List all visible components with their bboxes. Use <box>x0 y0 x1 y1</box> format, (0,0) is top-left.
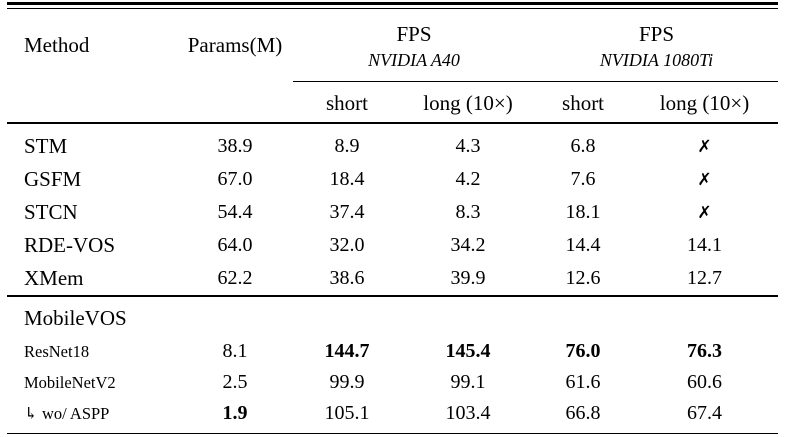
unsupported-cross-cell: ✗ <box>697 202 712 223</box>
group-header-row: Method Params(M) FPS NVIDIA A40 FPS NVID… <box>7 9 778 81</box>
table-top-rule <box>7 2 778 9</box>
fps-cell: 38.6 <box>329 267 365 289</box>
section-header-row: MobileVOS <box>7 295 779 336</box>
cmidrule-row <box>7 81 779 82</box>
table-row: STM 38.9 8.9 4.3 6.8 ✗ <box>7 123 778 163</box>
fps-cell: 6.8 <box>570 135 596 157</box>
table-row: ResNet18 8.1 144.7 145.4 76.0 76.3 <box>7 336 778 367</box>
params-cell: 8.1 <box>222 340 248 362</box>
table-row: GSFM 67.0 18.4 4.2 7.6 ✗ <box>7 163 778 196</box>
table-body: STM 38.9 8.9 4.3 6.8 ✗ GSFM 67.0 18.4 4.2 7.6 ✗ STCN… <box>7 123 779 433</box>
results-table-container: Method Params(M) FPS NVIDIA A40 FPS NVID… <box>7 2 779 437</box>
column-header-a40-long: long (10×) <box>401 81 536 124</box>
fps-cell: 76.3 <box>687 340 723 362</box>
method-cell: RDE-VOS <box>24 233 116 257</box>
fps-cell: 105.1 <box>324 402 370 424</box>
fps-cell: 14.4 <box>565 234 601 256</box>
table-row: ↳ wo/ ASPP 1.9 105.1 103.4 66.8 67.4 <box>7 398 778 433</box>
cmidrule <box>293 81 779 82</box>
fps-cell: 18.4 <box>329 168 365 190</box>
table-header: Method Params(M) FPS NVIDIA A40 FPS NVID… <box>7 9 779 124</box>
fps-cell: 4.2 <box>455 168 481 190</box>
fps-cell: 99.9 <box>329 371 365 393</box>
params-cell: 38.9 <box>217 135 253 157</box>
fps-cell: 39.9 <box>450 267 486 289</box>
method-cell: ↳ wo/ ASPP <box>24 403 110 423</box>
group-header-1080ti: FPS NVIDIA 1080Ti <box>535 9 778 81</box>
params-cell: 2.5 <box>222 371 248 393</box>
unsupported-cross-cell: ✗ <box>697 136 712 157</box>
table-row: RDE-VOS 64.0 32.0 34.2 14.4 14.1 <box>7 229 778 262</box>
method-cell: ResNet18 <box>24 341 90 361</box>
params-cell: 64.0 <box>217 234 253 256</box>
subheader-spacer <box>177 81 293 124</box>
group-device-1080ti: NVIDIA 1080Ti <box>599 50 714 70</box>
group-title-fps: FPS <box>638 22 675 46</box>
table-row: STCN 54.4 37.4 8.3 18.1 ✗ <box>7 196 778 229</box>
benchmark-table: Method Params(M) FPS NVIDIA A40 FPS NVID… <box>7 9 779 433</box>
params-cell: 54.4 <box>217 201 253 223</box>
fps-cell: 7.6 <box>570 168 596 190</box>
fps-cell: 8.9 <box>334 135 360 157</box>
fps-cell: 103.4 <box>445 402 491 424</box>
group-device-a40: NVIDIA A40 <box>368 50 460 70</box>
fps-cell: 144.7 <box>324 340 370 362</box>
fps-cell: 32.0 <box>329 234 365 256</box>
fps-cell: 18.1 <box>565 201 601 223</box>
column-header-a40-short: short <box>293 81 401 124</box>
column-header-1080ti-long: long (10×) <box>631 81 779 124</box>
fps-cell: 66.8 <box>565 402 601 424</box>
table-row: XMem 62.2 38.6 39.9 12.6 12.7 <box>7 262 778 296</box>
method-cell: MobileNetV2 <box>24 372 116 392</box>
fps-cell: 67.4 <box>687 402 723 424</box>
params-cell: 62.2 <box>217 267 253 289</box>
method-cell: XMem <box>24 266 84 290</box>
subheader-row: short long (10×) short long (10×) <box>7 81 779 124</box>
fps-cell: 34.2 <box>450 234 486 256</box>
params-cell: 1.9 <box>222 402 248 424</box>
column-header-params: Params(M) <box>187 32 283 57</box>
table-bottom-rule <box>7 433 778 437</box>
fps-cell: 8.3 <box>455 201 481 223</box>
fps-cell: 61.6 <box>565 371 601 393</box>
table-row: MobileNetV2 2.5 99.9 99.1 61.6 60.6 <box>7 367 778 398</box>
method-cell: GSFM <box>24 167 82 191</box>
fps-cell: 60.6 <box>687 371 723 393</box>
params-cell: 67.0 <box>217 168 253 190</box>
fps-cell: 76.0 <box>565 340 601 362</box>
method-cell: STCN <box>24 200 78 224</box>
fps-cell: 99.1 <box>450 371 486 393</box>
method-cell: STM <box>24 134 68 158</box>
fps-cell: 4.3 <box>455 135 481 157</box>
group-header-a40: FPS NVIDIA A40 <box>293 9 535 81</box>
unsupported-cross-cell: ✗ <box>697 169 712 190</box>
subheader-spacer <box>7 81 177 124</box>
fps-cell: 12.6 <box>565 267 601 289</box>
fps-cell: 12.7 <box>687 267 723 289</box>
column-header-1080ti-short: short <box>535 81 632 124</box>
column-header-method: Method <box>24 32 90 57</box>
fps-cell: 14.1 <box>687 234 723 256</box>
section-title: MobileVOS <box>7 295 779 336</box>
fps-cell: 145.4 <box>445 340 491 362</box>
group-title-fps: FPS <box>396 22 432 46</box>
fps-cell: 37.4 <box>329 201 365 223</box>
